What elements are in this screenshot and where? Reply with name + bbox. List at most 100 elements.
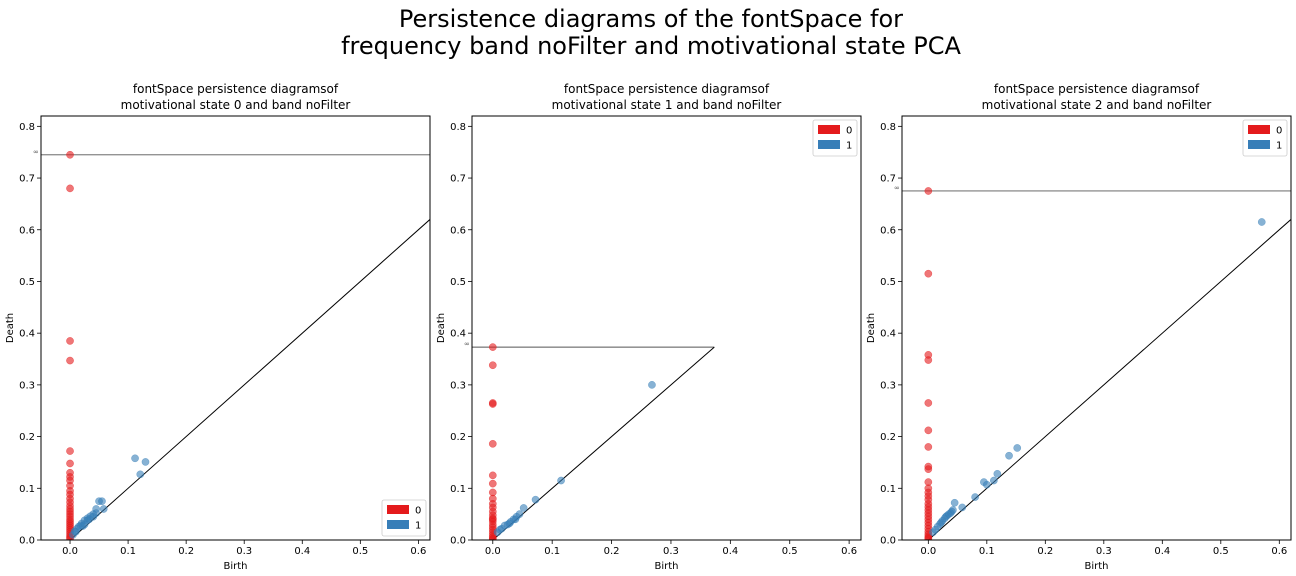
y-tick-label: 0.2 [880, 432, 896, 443]
legend-label-0: 0 [415, 506, 421, 517]
y-tick-label: 0.5 [880, 277, 896, 288]
data-point-h1 [950, 498, 959, 507]
data-point-h1 [85, 515, 94, 524]
panel-title-line2: motivational state 0 and band noFilter [121, 98, 351, 112]
data-point-h1 [929, 528, 937, 537]
x-tick-label: 0.0 [485, 546, 501, 557]
data-point-h1 [958, 503, 967, 512]
data-point-h1 [92, 509, 101, 517]
data-point-h0 [66, 447, 74, 455]
data-point-h0 [924, 443, 933, 451]
data-point-h0 [924, 535, 933, 540]
x-tick-label: 0.4 [1154, 546, 1170, 557]
x-tick-label: 0.2 [1037, 546, 1053, 557]
y-tick-label: 0.5 [450, 277, 466, 288]
data-point-h1 [99, 505, 108, 513]
y-tick-label: 0.7 [880, 174, 896, 185]
y-tick-label: 0.6 [450, 225, 466, 236]
y-axis-label: Death [436, 313, 447, 343]
legend-swatch-0 [818, 125, 840, 134]
legend-swatch-1 [1248, 140, 1270, 149]
legend: 01 [1242, 119, 1288, 157]
legend: 01 [381, 499, 427, 537]
legend-label-1: 1 [1276, 141, 1282, 152]
data-point-h1 [942, 512, 950, 521]
data-point-h1 [78, 522, 87, 530]
data-point-h0 [488, 439, 497, 448]
data-point-h0 [66, 459, 74, 468]
x-tick-label: 0.6 [410, 546, 426, 557]
data-point-h0 [66, 337, 74, 345]
y-tick-label: 0.3 [450, 380, 466, 391]
y-tick-label: 0.0 [19, 536, 35, 547]
data-point-h0 [924, 465, 933, 474]
figure-title: Persistence diagrams of the fontSpace fo… [0, 6, 1296, 60]
y-tick-label: 0.7 [19, 174, 35, 185]
y-tick-label: 0.2 [450, 432, 466, 443]
data-point-h1 [69, 530, 77, 539]
data-point-h1 [493, 528, 502, 537]
plot-area [472, 343, 715, 540]
legend: 01 [812, 119, 858, 157]
data-point-h1 [531, 495, 540, 504]
data-point-h0 [66, 184, 74, 193]
x-tick-label: 0.1 [544, 546, 560, 557]
x-tick-label: 0.5 [782, 546, 798, 557]
x-tick-label: 0.6 [1271, 546, 1287, 557]
legend-swatch-1 [818, 140, 840, 149]
x-tick-label: 0.5 [1213, 546, 1229, 557]
y-tick-label: 0.3 [880, 380, 896, 391]
x-tick-label: 0.1 [979, 546, 995, 557]
data-point-h1 [557, 476, 565, 485]
y-tick-label: 0.1 [880, 484, 896, 495]
infinity-label: ∞ [464, 340, 470, 348]
data-point-h0 [488, 400, 497, 408]
y-tick-label: 0.8 [19, 122, 35, 133]
x-tick-label: 0.4 [722, 546, 738, 557]
infinity-label: ∞ [894, 184, 900, 192]
legend-swatch-1 [387, 520, 409, 529]
x-tick-label: 0.4 [294, 546, 310, 557]
data-point-h1 [1257, 218, 1266, 226]
panel-1: fontSpace persistence diagramsof motivati… [436, 82, 862, 572]
panel-title-line2: motivational state 2 and band noFilter [982, 98, 1212, 112]
y-tick-label: 0.4 [19, 329, 35, 340]
y-tick-label: 0.5 [19, 277, 35, 288]
panel-title-line1: fontSpace persistence diagramsof [994, 82, 1200, 96]
data-point-h0 [924, 356, 933, 364]
data-point-h1 [519, 504, 528, 512]
data-point-h0 [924, 187, 933, 195]
y-tick-label: 0.3 [19, 380, 35, 391]
legend-swatch-0 [1248, 125, 1270, 134]
data-point-h1 [947, 507, 956, 516]
y-tick-label: 0.1 [19, 484, 35, 495]
plot-frame [40, 115, 431, 541]
panel-title-line2: motivational state 1 and band noFilter [552, 98, 782, 112]
y-tick-label: 0.8 [880, 122, 896, 133]
x-tick-label: 0.5 [352, 546, 368, 557]
data-point-h0 [488, 515, 497, 524]
panel-2: fontSpace persistence diagramsof motivati… [866, 82, 1292, 572]
y-tick-label: 0.6 [880, 225, 896, 236]
data-point-h0 [66, 150, 74, 159]
data-point-h1 [648, 381, 656, 389]
y-tick-label: 0.8 [450, 122, 466, 133]
x-tick-label: 0.0 [920, 546, 936, 557]
data-point-h0 [488, 471, 497, 480]
x-axis-label: Birth [654, 561, 678, 572]
data-point-h0 [488, 479, 497, 488]
y-tick-label: 0.4 [880, 329, 896, 340]
x-tick-label: 0.1 [120, 546, 136, 557]
plot-frame [901, 115, 1292, 541]
panel-title-line1: fontSpace persistence diagramsof [133, 82, 339, 96]
plot-area [41, 150, 430, 540]
data-point-h0 [924, 269, 933, 278]
x-tick-label: 0.6 [841, 546, 857, 557]
x-axis-label: Birth [1084, 561, 1108, 572]
data-point-h1 [131, 454, 139, 463]
y-tick-label: 0.6 [19, 225, 35, 236]
data-point-h0 [488, 535, 497, 540]
data-point-h1 [136, 470, 145, 479]
data-point-h1 [1013, 444, 1022, 452]
